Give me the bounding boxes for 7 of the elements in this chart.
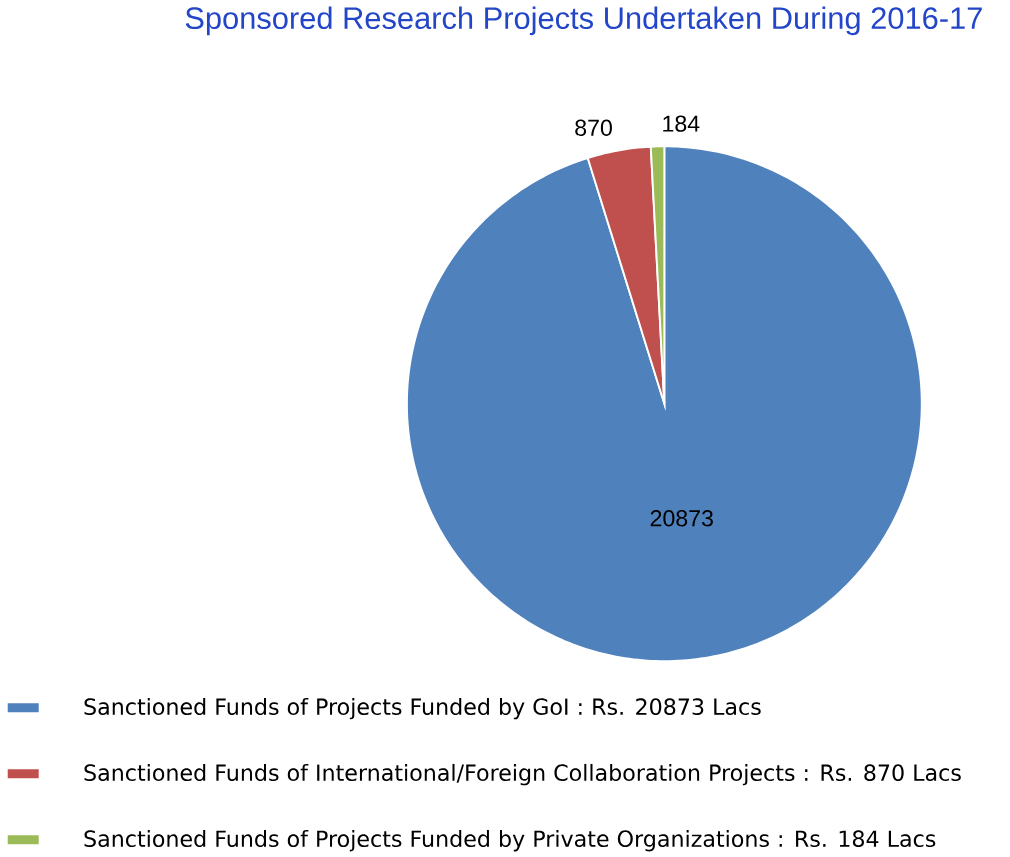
data-label: 20873 bbox=[650, 509, 713, 527]
legend-label: Sanctioned Funds of Projects Funded by Private Organizations : Rs. 184 Lacs bbox=[84, 829, 936, 852]
legend-label: Sanctioned Funds of International/Foreign Collaboration Projects : Rs. 870 Lacs bbox=[84, 763, 961, 786]
data-label: 870 bbox=[575, 119, 612, 136]
legend-label: Sanctioned Funds of Projects Funded by GoI : Rs. 20873 Lacs bbox=[84, 697, 761, 720]
data-label: 184 bbox=[663, 115, 700, 132]
chart-title: Sponsored Research Projects Undertaken During 2016-17 bbox=[185, 6, 982, 35]
